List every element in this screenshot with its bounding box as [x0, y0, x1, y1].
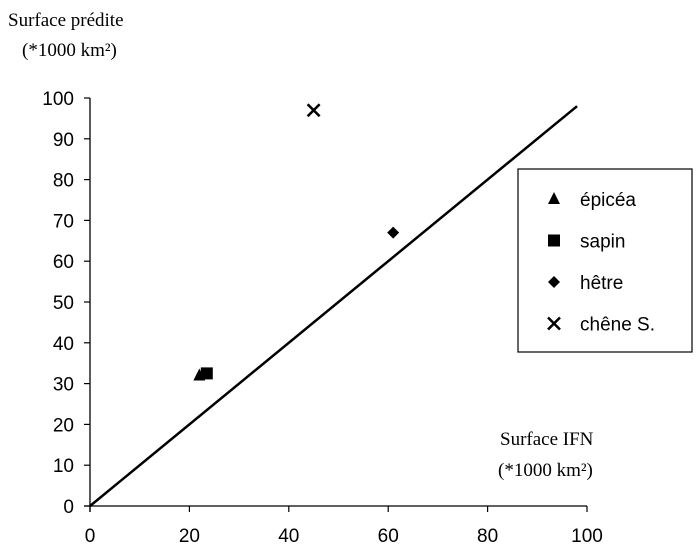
y-tick-label: 90 — [53, 130, 74, 151]
legend-marker-square — [548, 234, 560, 247]
y-axis-title: Surface prédite (*1000 km²) — [8, 10, 124, 61]
axes — [84, 98, 587, 512]
y-axis-title-line1: Surface prédite — [8, 10, 124, 31]
legend-marker-triangle — [548, 192, 560, 204]
y-tick-label: 40 — [53, 334, 74, 355]
x-axis-title: Surface IFN (*1000 km²) — [498, 429, 594, 481]
y-tick-label: 0 — [63, 497, 74, 518]
x-tick-label: 100 — [571, 526, 603, 547]
legend-label: chêne S. — [580, 315, 655, 336]
y-tick-label: 30 — [53, 375, 74, 396]
x-axis-ticks: 0 20 40 60 80 100 — [85, 506, 603, 547]
data-points — [193, 103, 400, 381]
x-tick-label: 80 — [477, 526, 498, 547]
y-axis-title-line2: (*1000 km²) — [22, 40, 117, 61]
legend-label: sapin — [580, 232, 625, 253]
y-tick-label: 50 — [53, 293, 74, 314]
legend: épicéa sapin hêtre chêne S. — [517, 168, 693, 353]
data-point-square — [200, 367, 213, 380]
x-tick-label: 0 — [85, 526, 96, 547]
legend-marker-cross — [547, 316, 561, 331]
y-tick-label: 20 — [53, 415, 74, 436]
legend-box — [517, 168, 693, 353]
x-axis-title-line2: (*1000 km²) — [498, 460, 593, 481]
y-tick-label: 70 — [53, 211, 74, 232]
reference-line — [89, 105, 578, 507]
y-tick-label: 60 — [53, 252, 74, 273]
y-tick-label: 100 — [42, 89, 74, 110]
identity-line — [89, 105, 578, 507]
legend-label: épicéa — [580, 190, 636, 211]
data-point-diamond — [387, 226, 400, 239]
data-point-cross — [306, 103, 321, 118]
legend-label: hêtre — [580, 273, 623, 294]
x-tick-label: 40 — [278, 526, 299, 547]
y-tick-label: 80 — [53, 171, 74, 192]
x-axis-title-line1: Surface IFN — [500, 429, 594, 450]
y-tick-label: 10 — [53, 456, 74, 477]
legend-marker-diamond — [548, 276, 560, 288]
x-tick-label: 60 — [378, 526, 399, 547]
x-tick-label: 20 — [179, 526, 200, 547]
y-axis-ticks: 0 10 20 30 40 50 60 70 80 90 100 — [42, 89, 90, 518]
